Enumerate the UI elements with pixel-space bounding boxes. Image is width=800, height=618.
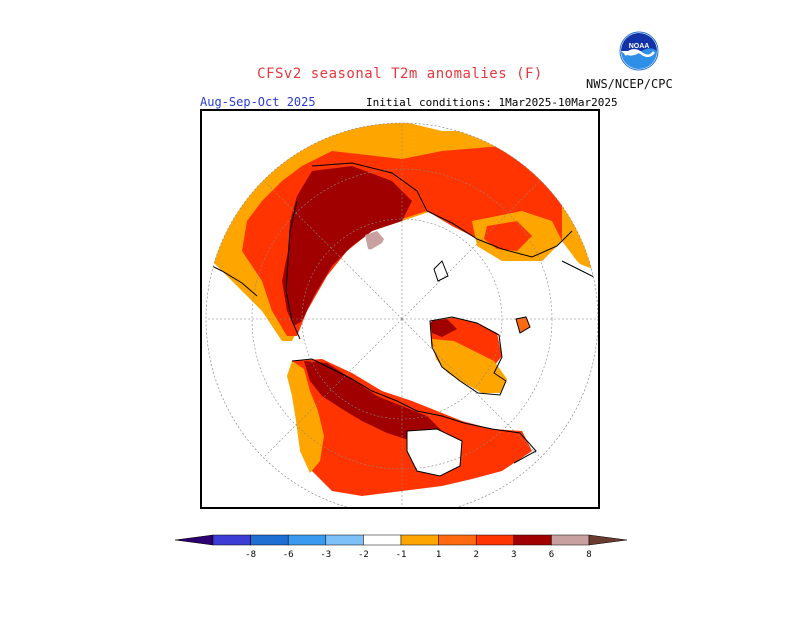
colorbar-bin	[175, 534, 214, 546]
colorbar-bin	[513, 534, 552, 546]
colorbar-tick-label: 2	[473, 550, 478, 560]
colorbar-tick-label: 6	[549, 550, 554, 560]
colorbar-tick-label: -2	[358, 550, 369, 560]
colorbar-bin	[363, 534, 402, 546]
initial-conditions-label: Initial conditions: 1Mar2025-10Mar2025	[366, 96, 618, 109]
colorbar-bin	[475, 534, 515, 546]
map-frame	[200, 109, 600, 509]
colorbar-tick-label: -6	[283, 550, 294, 560]
agency-label: NWS/NCEP/CPC	[586, 77, 673, 91]
colorbar-tick-label: 3	[511, 550, 516, 560]
near-normal-region-arctic	[332, 231, 482, 361]
season-label: Aug-Sep-Oct 2025	[200, 95, 316, 109]
colorbar-tick-label: 8	[586, 550, 591, 560]
colorbar-bin	[212, 534, 251, 546]
anomaly-region-scandinavia-3-6	[484, 221, 532, 251]
anomaly-region-greenland-1-2	[432, 339, 507, 393]
colorbar-bin	[287, 534, 327, 546]
plot-title: CFSv2 seasonal T2m anomalies (F)	[257, 66, 543, 82]
anomaly-region-north-america-1-2	[287, 361, 324, 473]
colorbar-bin	[588, 534, 627, 546]
colorbar-bin	[250, 534, 289, 546]
near-normal-region-canada	[407, 429, 462, 476]
colorbar-bin	[325, 534, 364, 546]
noaa-logo-text: NOAA	[629, 43, 650, 50]
polar-map	[205, 122, 598, 507]
anomaly-region-eurasia-6-8	[282, 166, 412, 326]
colorbar-bin	[551, 534, 590, 546]
anomaly-region-greenland-6-8	[430, 319, 457, 337]
colorbar-tick-label: -8	[245, 550, 256, 560]
colorbar-tick-label: -3	[320, 550, 331, 560]
graticule	[206, 123, 598, 507]
colorbar-bin	[400, 534, 439, 546]
colorbar-tick-label: -1	[396, 550, 407, 560]
colorbar-tick-label: 1	[436, 550, 441, 560]
near-normal-region-europe	[502, 241, 598, 411]
colorbar-bin	[438, 534, 477, 546]
noaa-logo: NOAA	[619, 31, 659, 71]
coastlines	[206, 162, 598, 477]
colorbar: -8 -6 -3 -2 -1 1 2 3 6 8	[175, 534, 627, 560]
